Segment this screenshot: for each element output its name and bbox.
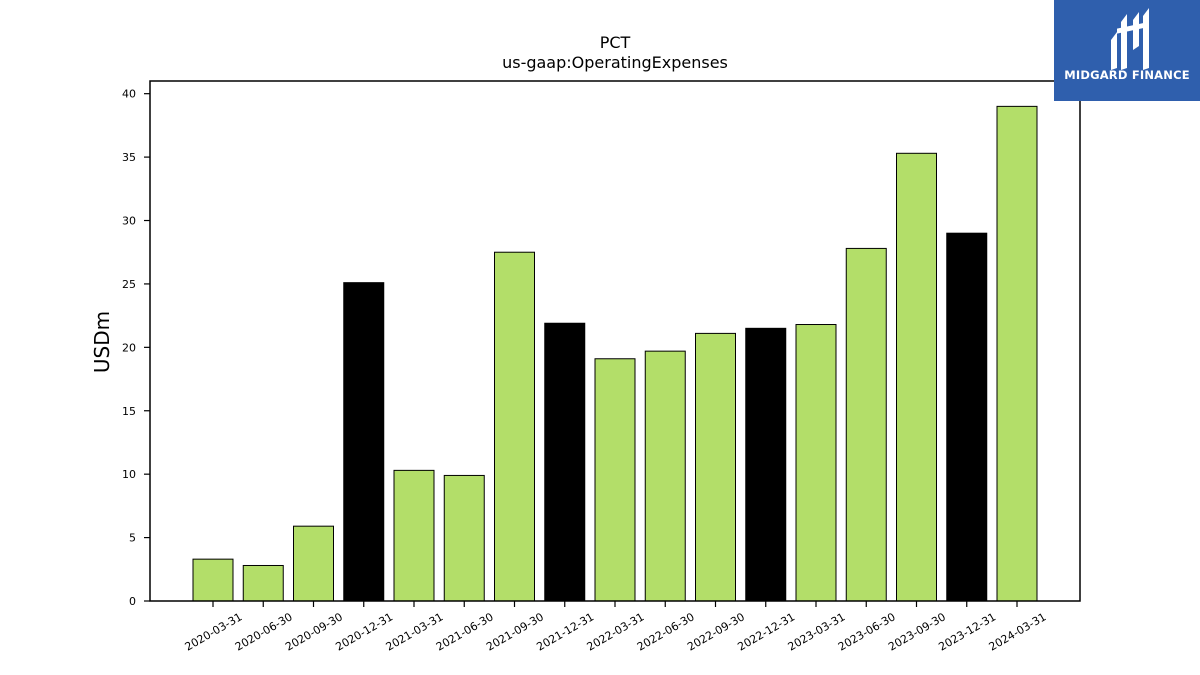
bar-2022-06-30 [644, 350, 686, 602]
bar-2021-09-30 [494, 251, 535, 602]
brand-name: MIDGARD FINANCE [1064, 68, 1190, 82]
bar-2021-03-31 [393, 469, 435, 602]
y-axis-label: USDm [90, 311, 114, 373]
bar-2021-06-30 [443, 474, 485, 602]
bar-2024-03-31 [996, 105, 1038, 602]
chart-subtitle: us-gaap:OperatingExpenses [502, 53, 728, 72]
y-tick-label: 35 [122, 151, 136, 164]
bar-2022-03-31 [594, 358, 636, 602]
y-tick-label: 5 [129, 532, 136, 545]
y-tick-label: 30 [122, 215, 136, 228]
bar-2023-03-31 [795, 324, 837, 602]
y-tick-label: 10 [122, 468, 136, 481]
bar-2020-12-31 [343, 282, 385, 602]
bar-2023-06-30 [845, 247, 887, 602]
bar-2020-06-30 [242, 564, 284, 602]
x-axis-ticks: 2020-03-312020-06-302020-09-302020-12-31… [183, 601, 1049, 654]
chart-title: PCT [600, 33, 631, 52]
y-tick-label: 20 [122, 341, 136, 354]
bar-2022-09-30 [695, 332, 736, 602]
bars-group [192, 105, 1038, 602]
y-tick-label: 25 [122, 278, 136, 291]
bar-2022-12-31 [745, 327, 787, 602]
bar-2023-12-31 [946, 232, 988, 602]
bar-2021-12-31 [544, 322, 586, 602]
bar-2020-03-31 [192, 558, 234, 602]
midgard-finance-logo-icon [1111, 8, 1149, 70]
y-tick-label: 40 [122, 88, 136, 101]
bar-2023-09-30 [896, 152, 937, 602]
midgard-finance-logo: MIDGARD FINANCE [1054, 0, 1200, 101]
y-tick-label: 0 [129, 595, 136, 608]
bar-2020-09-30 [293, 525, 334, 602]
y-tick-label: 15 [122, 405, 136, 418]
y-axis-ticks: 0 5 10 15 20 25 30 35 40 [122, 88, 150, 608]
plot-frame [149, 80, 1081, 602]
x-tick-label: 2024-03-31 [987, 610, 1049, 653]
